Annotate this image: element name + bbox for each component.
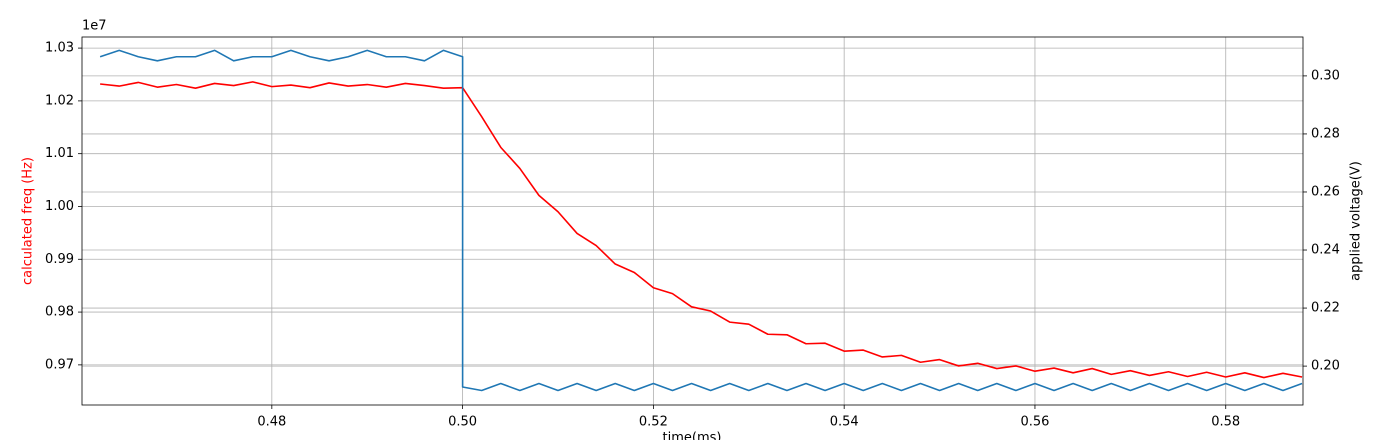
x-tick-label: 0.56 <box>1020 415 1049 430</box>
y-tick-label: 1.02 <box>45 93 74 108</box>
y2-axis-label: applied voltage(V) <box>1349 161 1364 281</box>
y2-tick-label: 0.24 <box>1311 243 1340 258</box>
data-line <box>99 49 1303 392</box>
x-tick-label: 0.54 <box>830 415 859 430</box>
y-tick-label: 0.97 <box>45 357 74 372</box>
y2-tick-label: 0.30 <box>1311 68 1340 83</box>
x-tick-label: 0.50 <box>448 415 477 430</box>
x-tick-label: 0.52 <box>639 415 668 430</box>
data-line <box>100 81 1303 379</box>
x-axis-label: time(ms) <box>663 431 722 440</box>
y2-tick-label: 0.22 <box>1311 301 1340 316</box>
y-tick-label: 0.98 <box>45 305 74 320</box>
offset-label: 1e7 <box>82 19 107 34</box>
y-tick-label: 0.99 <box>45 252 74 267</box>
x-tick-label: 0.48 <box>257 415 286 430</box>
plot-frame <box>81 36 1304 406</box>
y-tick-label: 1.01 <box>45 146 74 161</box>
y-axis-label: calculated freq (Hz) <box>21 157 36 285</box>
y2-tick-label: 0.28 <box>1311 126 1340 141</box>
x-tick-label: 0.58 <box>1211 415 1240 430</box>
y-tick-label: 1.03 <box>45 41 74 56</box>
y-tick-label: 1.00 <box>45 199 74 214</box>
y2-tick-label: 0.20 <box>1311 359 1340 374</box>
y2-tick-label: 0.26 <box>1311 184 1340 199</box>
